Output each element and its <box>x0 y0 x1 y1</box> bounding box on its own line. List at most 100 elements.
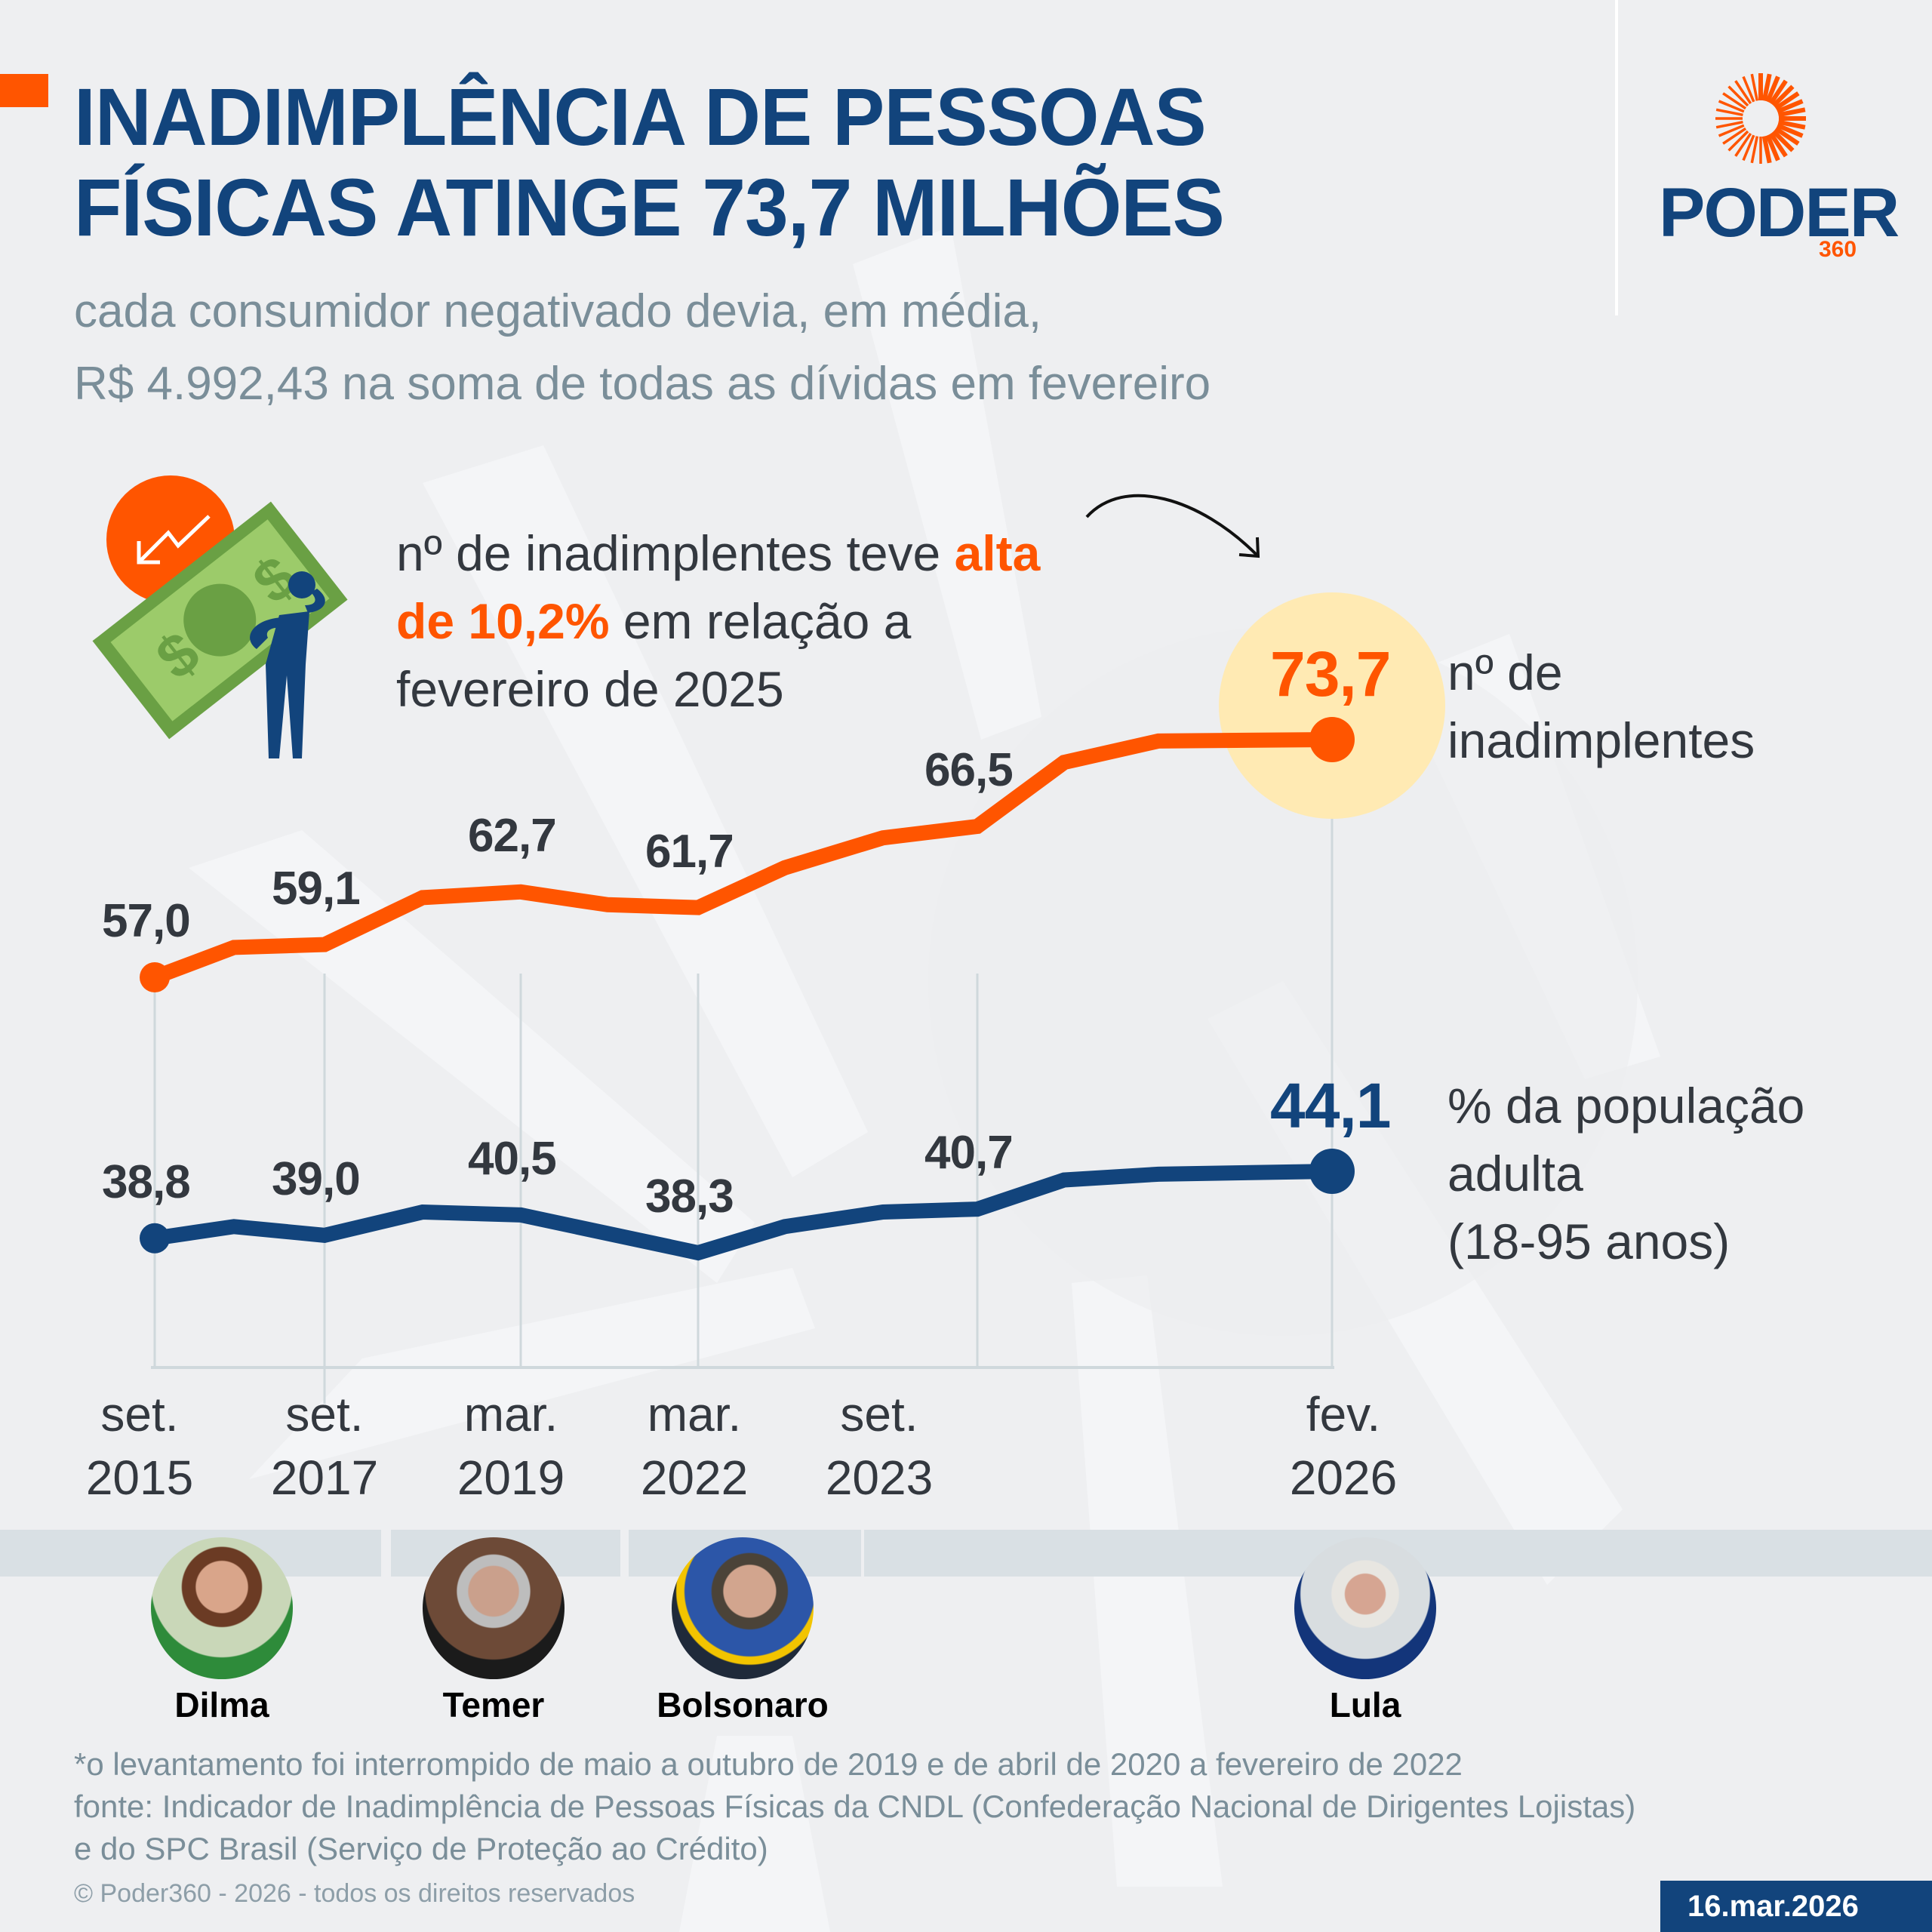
money-person-illustration: $ $ <box>92 475 348 758</box>
data-label: 57,0 <box>102 895 191 947</box>
logo-ray <box>1777 99 1804 114</box>
page-title: INADIMPLÊNCIA DE PESSOAS FÍSICAS ATINGE … <box>74 72 1272 253</box>
president-name: Lula <box>1329 1685 1401 1724</box>
logo-ray <box>1771 85 1795 108</box>
x-tick-year: 2015 <box>85 1451 194 1505</box>
title-line-1: INADIMPLÊNCIA DE PESSOAS <box>74 71 1207 162</box>
data-label: 59,1 <box>272 862 361 915</box>
logo-ray <box>1774 126 1800 146</box>
logo-ray <box>1777 107 1806 118</box>
data-label: 66,5 <box>924 744 1014 797</box>
avatar-lula <box>1294 1537 1436 1679</box>
logo-ray <box>1768 132 1788 158</box>
logo-ray <box>1715 120 1743 129</box>
poder360-sun-icon <box>1715 73 1806 164</box>
x-tick-label: fev. 2026 <box>1253 1383 1434 1509</box>
data-label: 61,7 <box>645 825 734 878</box>
logo-ray <box>1734 132 1752 157</box>
logo-ray <box>1727 85 1749 107</box>
thinking-person-icon <box>250 571 325 758</box>
end-label-line: inadimplentes <box>1447 712 1755 768</box>
data-label: 38,8 <box>102 1155 191 1208</box>
logo-ray <box>1765 134 1780 162</box>
logo-ray <box>1777 119 1806 130</box>
logo-ray <box>1750 136 1759 164</box>
data-label: 44,1 <box>1270 1070 1391 1141</box>
x-tick-label: set. 2017 <box>234 1383 415 1509</box>
x-tick-label: mar. 2019 <box>420 1383 601 1509</box>
end-label-line: % da população <box>1447 1078 1805 1134</box>
president-name: Dilma <box>174 1685 269 1724</box>
logo-ray <box>1722 92 1747 110</box>
logo-ray <box>1734 80 1752 105</box>
x-tick-month: mar. <box>647 1387 742 1441</box>
logo-wordmark: PODER <box>1659 174 1900 251</box>
x-tick-month: set. <box>840 1387 918 1441</box>
x-tick-month: set. <box>285 1387 364 1441</box>
logo-ray <box>1715 108 1743 117</box>
data-label: 39,0 <box>272 1152 361 1205</box>
logo-ray <box>1768 79 1788 105</box>
curved-arrow-icon <box>1085 494 1260 558</box>
series-end-label-percent: % da população adulta (18-95 anos) <box>1447 1072 1804 1275</box>
callout-part-1: nº de inadimplentes teve <box>396 525 955 581</box>
end-label-line: (18-95 anos) <box>1447 1214 1730 1269</box>
end-label-line: nº de <box>1447 645 1563 700</box>
data-label: 73,7 <box>1270 638 1391 709</box>
x-tick-year: 2026 <box>1289 1451 1398 1505</box>
logo-ray <box>1777 123 1804 138</box>
x-tick-label: set. 2023 <box>789 1383 970 1509</box>
x-tick-year: 2017 <box>270 1451 379 1505</box>
logo-ray <box>1774 91 1800 111</box>
logo-ray <box>1727 130 1749 152</box>
footnote: *o levantamento foi interrompido de maio… <box>74 1743 1635 1870</box>
x-tick-month: set. <box>100 1387 179 1441</box>
subtitle: cada consumidor negativado devia, em méd… <box>74 275 1211 420</box>
avatar-bolsonaro <box>672 1537 814 1679</box>
logo-ray <box>1750 73 1759 101</box>
logo-number: 360 <box>1819 237 1857 262</box>
x-tick-year: 2019 <box>457 1451 565 1505</box>
header-divider <box>1615 0 1618 315</box>
banknote-icon: $ $ <box>92 501 348 740</box>
data-label: 40,5 <box>468 1132 557 1185</box>
source-line-1: fonte: Indicador de Inadimplência de Pes… <box>74 1789 1636 1824</box>
logo-ray <box>1718 100 1745 113</box>
x-tick-label: set. 2015 <box>49 1383 230 1509</box>
subtitle-line-1: cada consumidor negativado devia, em méd… <box>74 285 1042 337</box>
logo-ray <box>1742 75 1755 103</box>
footnote-interruption: *o levantamento foi interrompido de maio… <box>74 1746 1463 1782</box>
accent-bar <box>0 74 48 107</box>
source-line-2: e do SPC Brasil (Serviço de Proteção ao … <box>74 1831 768 1866</box>
callout-highlight-2: de 10,2% <box>396 593 610 649</box>
avatar-temer <box>423 1537 565 1679</box>
callout-highlight-1: alta <box>954 525 1041 581</box>
copyright: © Poder360 - 2026 - todos os direitos re… <box>74 1879 635 1908</box>
series-end-label-count: nº de inadimplentes <box>1447 638 1755 774</box>
x-tick-month: mar. <box>463 1387 558 1441</box>
callout-part-2: em relação a <box>609 593 912 649</box>
avatar-dilma <box>151 1537 293 1679</box>
callout-text: nº de inadimplentes teve alta de 10,2% e… <box>396 519 1040 723</box>
date-badge: 16.mar.2026 <box>1660 1881 1932 1932</box>
president-name: Bolsonaro <box>657 1685 829 1724</box>
x-tick-month: fev. <box>1306 1387 1381 1441</box>
x-tick-label: mar. 2022 <box>604 1383 785 1509</box>
logo-ray <box>1761 73 1772 102</box>
callout-part-3: fevereiro de 2025 <box>396 661 784 717</box>
logo-ray <box>1742 134 1755 162</box>
logo-ray <box>1765 75 1780 103</box>
end-label-line: adulta <box>1447 1146 1583 1201</box>
title-line-2: FÍSICAS ATINGE 73,7 MILHÕES <box>74 162 1225 253</box>
x-tick-year: 2022 <box>640 1451 749 1505</box>
logo-ray <box>1771 129 1795 152</box>
data-label: 38,3 <box>645 1171 734 1223</box>
data-label: 62,7 <box>468 809 557 862</box>
logo-ray <box>1722 127 1747 145</box>
x-tick-year: 2023 <box>825 1451 934 1505</box>
logo-ray <box>1761 135 1772 164</box>
president-name: Temer <box>442 1685 545 1724</box>
logo-ray <box>1718 124 1745 137</box>
data-label: 40,7 <box>924 1127 1014 1180</box>
subtitle-line-2: R$ 4.992,43 na soma de todas as dívidas … <box>74 358 1211 410</box>
